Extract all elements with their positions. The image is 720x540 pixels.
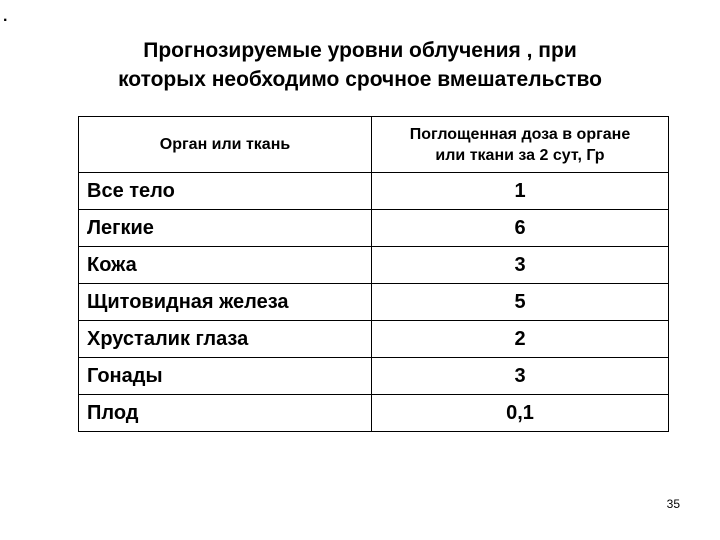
table-row: Все тело 1 [78, 172, 669, 210]
dose-cell: 1 [371, 172, 669, 210]
table-row: Кожа 3 [78, 246, 669, 284]
header-dose: Поглощенная доза в органе или ткани за 2… [371, 116, 669, 173]
dose-cell: 0,1 [371, 394, 669, 432]
table-row: Хрусталик глаза 2 [78, 320, 669, 358]
organ-cell: Кожа [78, 246, 372, 284]
table-row: Щитовидная железа 5 [78, 283, 669, 321]
table-row: Легкие 6 [78, 209, 669, 247]
title-line-1: Прогнозируемые уровни облучения , при [143, 39, 577, 62]
slide-title: Прогнозируемые уровни облучения , при ко… [20, 36, 700, 94]
title-line-2: которых необходимо срочное вмешательство [118, 68, 602, 91]
organ-cell: Гонады [78, 357, 372, 395]
table-row: Гонады 3 [78, 357, 669, 395]
header-organ: Орган или ткань [78, 116, 372, 173]
organ-cell: Плод [78, 394, 372, 432]
organ-cell: Хрусталик глаза [78, 320, 372, 358]
dose-table: Орган или ткань Поглощенная доза в орган… [78, 116, 669, 432]
bullet: . [3, 8, 8, 25]
dose-cell: 5 [371, 283, 669, 321]
page-number: 35 [666, 497, 680, 511]
organ-cell: Легкие [78, 209, 372, 247]
header-dose-line-2: или ткани за 2 сут, Гр [435, 146, 605, 164]
dose-cell: 3 [371, 246, 669, 284]
table-row: Плод 0,1 [78, 394, 669, 432]
dose-cell: 2 [371, 320, 669, 358]
dose-cell: 3 [371, 357, 669, 395]
header-dose-line-1: Поглощенная доза в органе [409, 125, 631, 143]
organ-cell: Щитовидная железа [78, 283, 372, 321]
table-header-row: Орган или ткань Поглощенная доза в орган… [78, 116, 669, 173]
dose-cell: 6 [371, 209, 669, 247]
organ-cell: Все тело [78, 172, 372, 210]
